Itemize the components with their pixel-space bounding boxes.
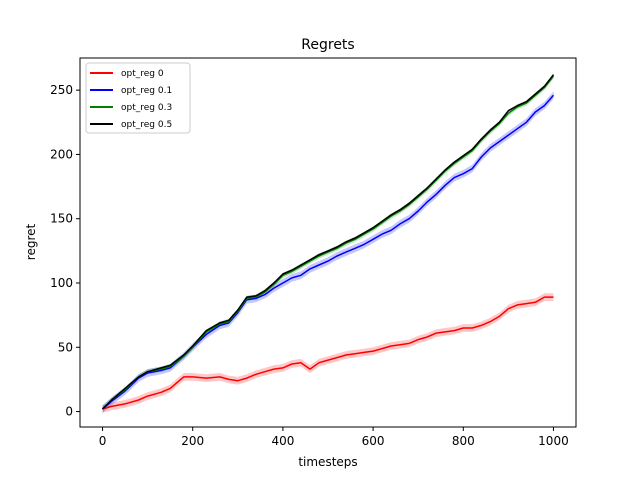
x-axis-label: timesteps <box>298 455 357 469</box>
x-tick-label: 0 <box>99 434 107 448</box>
legend-box <box>85 62 191 134</box>
x-tick-label: 400 <box>271 434 294 448</box>
y-tick-label: 50 <box>58 340 73 354</box>
y-axis-ticks: 0 50 100 150 200 250 <box>50 83 80 419</box>
y-tick-label: 200 <box>50 147 73 161</box>
series-line-opt-reg-0-3 <box>101 75 555 410</box>
x-tick-label: 1000 <box>538 434 569 448</box>
x-tick-label: 800 <box>452 434 475 448</box>
legend-label: opt_reg 0.3 <box>121 103 172 113</box>
legend-label: opt_reg 0 <box>121 69 164 79</box>
plot-frame <box>79 57 577 428</box>
y-tick-label: 150 <box>50 212 73 226</box>
series-line-opt-reg-0-5 <box>101 74 555 410</box>
x-tick-label: 200 <box>181 434 204 448</box>
legend-label: opt_reg 0.5 <box>121 120 172 130</box>
y-tick-label: 250 <box>50 83 73 97</box>
band-opt-reg-0 <box>102 293 554 413</box>
series-lines <box>101 74 555 410</box>
y-tick-label: 0 <box>65 405 73 419</box>
x-axis-ticks: 0 200 400 600 800 1000 <box>99 427 569 448</box>
y-axis-label: regret <box>24 223 38 260</box>
x-tick-label: 600 <box>362 434 385 448</box>
legend-label: opt_reg 0.1 <box>121 86 172 96</box>
chart-title: Regrets <box>301 37 354 53</box>
series-line-opt-reg-0 <box>102 296 554 410</box>
legend: opt_reg 0 opt_reg 0.1 opt_reg 0.3 opt_reg 0… <box>85 62 191 134</box>
y-tick-label: 100 <box>50 276 73 290</box>
